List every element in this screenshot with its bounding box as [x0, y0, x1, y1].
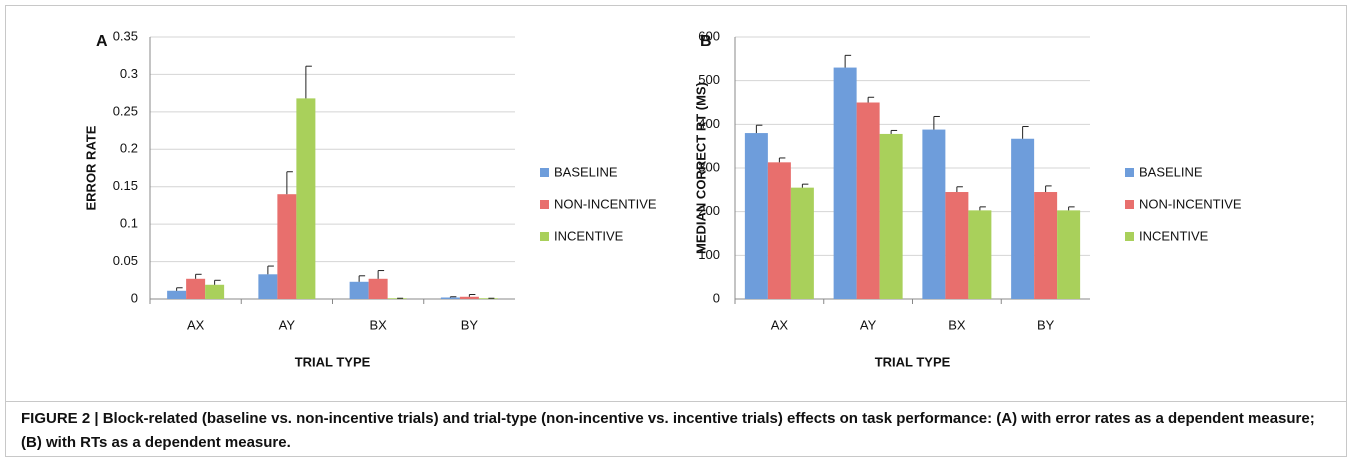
- bar: [968, 210, 992, 299]
- legend-label: BASELINE: [1139, 164, 1203, 179]
- y-tick-label: 0.35: [113, 28, 138, 43]
- y-tick-label: 0.25: [113, 103, 138, 118]
- y-tick-label: 0.15: [113, 178, 138, 193]
- y-tick-label: 300: [698, 159, 720, 174]
- x-axis-label: TRIAL TYPE: [295, 354, 371, 369]
- bar: [368, 278, 388, 299]
- bar: [790, 187, 814, 299]
- y-tick-label: 400: [698, 116, 720, 131]
- bar: [744, 133, 768, 299]
- y-tick-label: 0.1: [120, 216, 138, 231]
- x-tick-label: BX: [948, 317, 966, 332]
- bar: [349, 281, 369, 299]
- bar: [1011, 138, 1035, 299]
- x-tick-label: AX: [187, 317, 205, 332]
- y-axis-label: ERROR RATE: [83, 125, 98, 210]
- bar: [767, 162, 791, 299]
- x-tick-label: AY: [279, 317, 296, 332]
- x-tick-label: BY: [461, 317, 479, 332]
- x-tick-label: AX: [771, 317, 789, 332]
- separator: [6, 401, 1346, 402]
- y-tick-label: 0.3: [120, 66, 138, 81]
- bar: [277, 194, 297, 299]
- panel-label: A: [96, 33, 108, 50]
- legend-label: INCENTIVE: [1139, 228, 1209, 243]
- y-tick-label: 100: [698, 247, 720, 262]
- legend-swatch: [540, 168, 549, 177]
- y-tick-label: 200: [698, 203, 720, 218]
- y-tick-label: 0.2: [120, 141, 138, 156]
- legend-swatch: [540, 232, 549, 241]
- bar: [440, 297, 460, 299]
- bar: [922, 129, 946, 299]
- y-axis-label: MEDIAN CORRECT RT (MS): [693, 82, 708, 254]
- legend-label: BASELINE: [554, 164, 618, 179]
- y-tick-label: 0.05: [113, 253, 138, 268]
- bar: [879, 133, 903, 299]
- bar: [1034, 192, 1058, 299]
- x-axis-label: TRIAL TYPE: [875, 354, 951, 369]
- bar: [186, 278, 206, 299]
- bar: [296, 98, 316, 299]
- figure-frame: [5, 5, 1347, 457]
- figure: 0 0.05 0.1 0.15 0.2 0.25 0.3 0.35 AX AY BX BY BASELI…: [83, 28, 1242, 369]
- legend-label: INCENTIVE: [554, 228, 624, 243]
- bar: [167, 290, 187, 299]
- bar: [459, 296, 479, 299]
- caption: FIGURE 2 | Block-related (baseline vs. n…: [21, 410, 1315, 451]
- panel-label: B: [700, 33, 712, 50]
- x-tick-label: AY: [860, 317, 877, 332]
- legend-swatch: [1125, 232, 1134, 241]
- bar: [833, 67, 857, 299]
- y-tick-label: 500: [698, 72, 720, 87]
- legend-swatch: [540, 200, 549, 209]
- bar: [945, 192, 969, 299]
- y-tick-label: 600: [698, 28, 720, 43]
- bar: [1057, 210, 1081, 299]
- legend-label: NON-INCENTIVE: [1139, 196, 1242, 211]
- legend-swatch: [1125, 168, 1134, 177]
- legend-label: NON-INCENTIVE: [554, 196, 657, 211]
- x-tick-label: BX: [369, 317, 387, 332]
- bar: [205, 284, 225, 299]
- y-tick-label: 0: [713, 290, 720, 305]
- bar: [856, 102, 880, 299]
- y-tick-label: 0: [131, 290, 138, 305]
- legend-swatch: [1125, 200, 1134, 209]
- x-tick-label: BY: [1037, 317, 1055, 332]
- bar: [258, 274, 278, 299]
